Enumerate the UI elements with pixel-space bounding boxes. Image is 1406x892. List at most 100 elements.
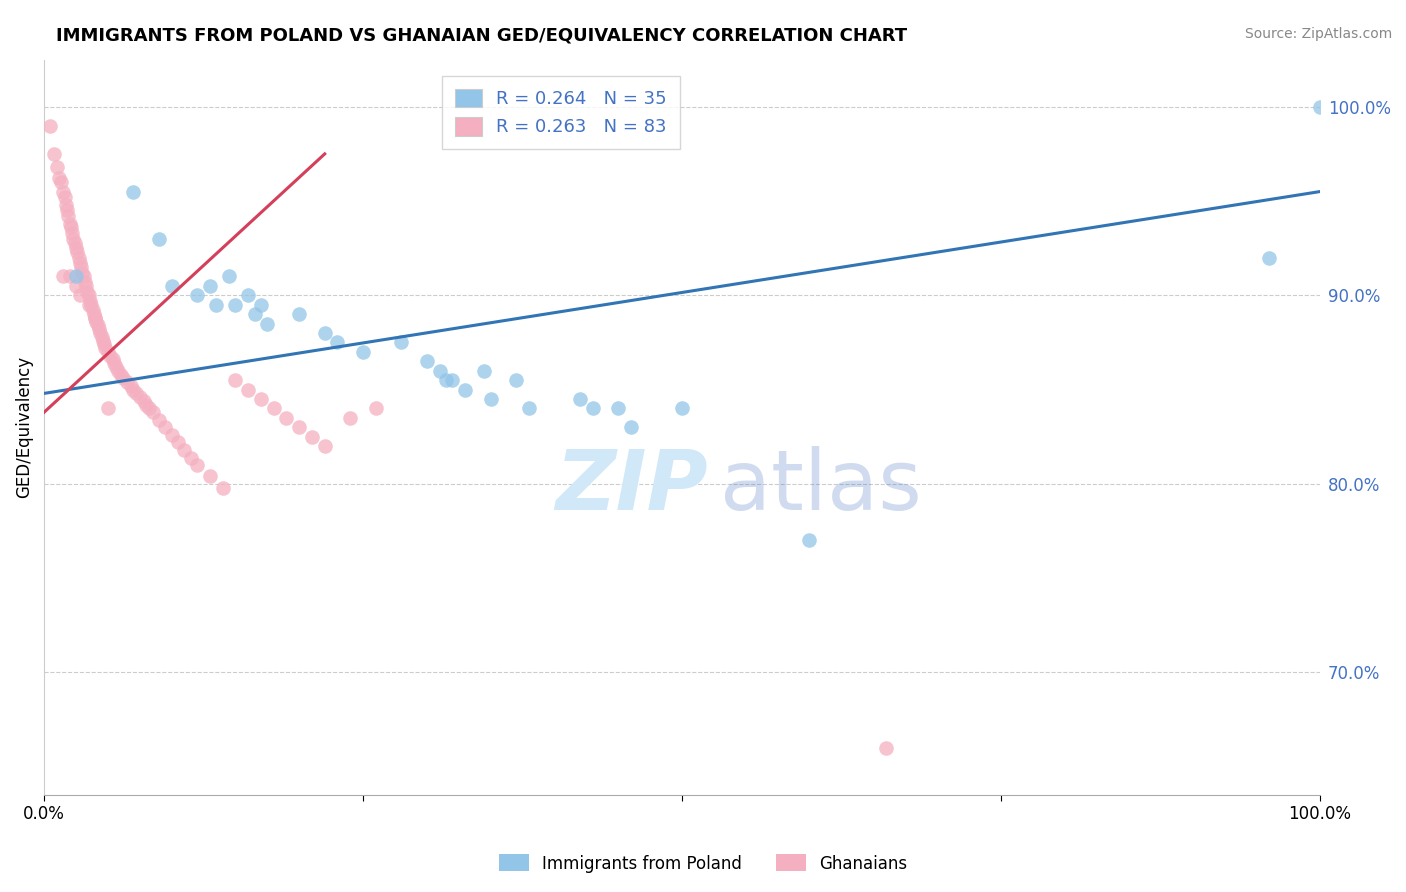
Point: [148, 232, 170, 246]
Point: [65, 279, 87, 293]
Y-axis label: GED/Equivalency: GED/Equivalency: [15, 356, 32, 499]
Point: [82, 303, 104, 318]
Point: [389, 335, 412, 350]
Point: [568, 392, 591, 406]
Point: [70, 260, 93, 274]
Point: [62, 232, 84, 246]
Point: [69, 288, 91, 302]
Point: [517, 401, 540, 416]
Point: [198, 279, 221, 293]
Point: [671, 401, 693, 416]
Point: [238, 288, 260, 302]
Point: [67, 251, 90, 265]
Point: [1309, 100, 1331, 114]
Text: ZIP: ZIP: [555, 446, 707, 526]
Point: [86, 318, 108, 333]
Point: [112, 371, 135, 385]
Point: [581, 401, 603, 416]
Legend: Immigrants from Poland, Ghanaians: Immigrants from Poland, Ghanaians: [492, 847, 914, 880]
Point: [93, 337, 115, 351]
Point: [75, 279, 97, 293]
Point: [1257, 251, 1279, 265]
Point: [288, 420, 311, 434]
Point: [135, 398, 157, 412]
Point: [250, 392, 273, 406]
Point: [86, 315, 108, 329]
Point: [56, 203, 79, 218]
Point: [115, 375, 138, 389]
Point: [160, 279, 183, 293]
Text: Source: ZipAtlas.com: Source: ZipAtlas.com: [1244, 27, 1392, 41]
Point: [76, 285, 98, 299]
Point: [138, 401, 160, 416]
Point: [65, 241, 87, 255]
Point: [238, 383, 260, 397]
Point: [58, 209, 80, 223]
Point: [97, 401, 120, 416]
Point: [69, 256, 91, 270]
Point: [218, 269, 240, 284]
Point: [120, 379, 142, 393]
Point: [63, 235, 86, 250]
Point: [55, 198, 77, 212]
Point: [224, 298, 246, 312]
Point: [52, 269, 75, 284]
Point: [607, 401, 630, 416]
Point: [263, 401, 285, 416]
Point: [141, 405, 163, 419]
Point: [59, 269, 82, 284]
Point: [59, 217, 82, 231]
Point: [80, 298, 103, 312]
Point: [148, 413, 170, 427]
Point: [122, 383, 145, 397]
Point: [101, 352, 124, 367]
Point: [100, 349, 122, 363]
Point: [339, 411, 361, 425]
Point: [180, 450, 202, 465]
Point: [90, 330, 112, 344]
Point: [186, 458, 208, 472]
Point: [53, 190, 76, 204]
Point: [72, 269, 94, 284]
Point: [256, 317, 278, 331]
Point: [429, 364, 451, 378]
Point: [77, 288, 100, 302]
Point: [416, 354, 439, 368]
Point: [94, 341, 117, 355]
Point: [167, 435, 190, 450]
Point: [45, 160, 67, 174]
Point: [288, 307, 311, 321]
Point: [364, 401, 387, 416]
Point: [243, 307, 266, 321]
Point: [799, 533, 821, 548]
Point: [301, 430, 323, 444]
Point: [250, 298, 273, 312]
Point: [276, 411, 298, 425]
Point: [186, 288, 208, 302]
Legend: R = 0.264   N = 35, R = 0.263   N = 83: R = 0.264 N = 35, R = 0.263 N = 83: [441, 76, 679, 149]
Point: [620, 420, 643, 434]
Point: [454, 383, 477, 397]
Point: [173, 442, 195, 457]
Point: [205, 298, 228, 312]
Point: [479, 392, 502, 406]
Point: [44, 147, 66, 161]
Point: [104, 359, 127, 374]
Point: [198, 469, 221, 483]
Point: [125, 386, 148, 401]
Point: [110, 368, 132, 382]
Point: [441, 373, 464, 387]
Point: [326, 335, 349, 350]
Point: [97, 345, 120, 359]
Text: IMMIGRANTS FROM POLAND VS GHANAIAN GED/EQUIVALENCY CORRELATION CHART: IMMIGRANTS FROM POLAND VS GHANAIAN GED/E…: [56, 27, 907, 45]
Point: [87, 322, 110, 336]
Point: [103, 356, 125, 370]
Point: [472, 364, 495, 378]
Point: [72, 266, 94, 280]
Point: [91, 334, 114, 348]
Point: [89, 326, 111, 340]
Point: [122, 185, 145, 199]
Point: [79, 293, 101, 308]
Point: [60, 226, 83, 240]
Point: [314, 326, 336, 340]
